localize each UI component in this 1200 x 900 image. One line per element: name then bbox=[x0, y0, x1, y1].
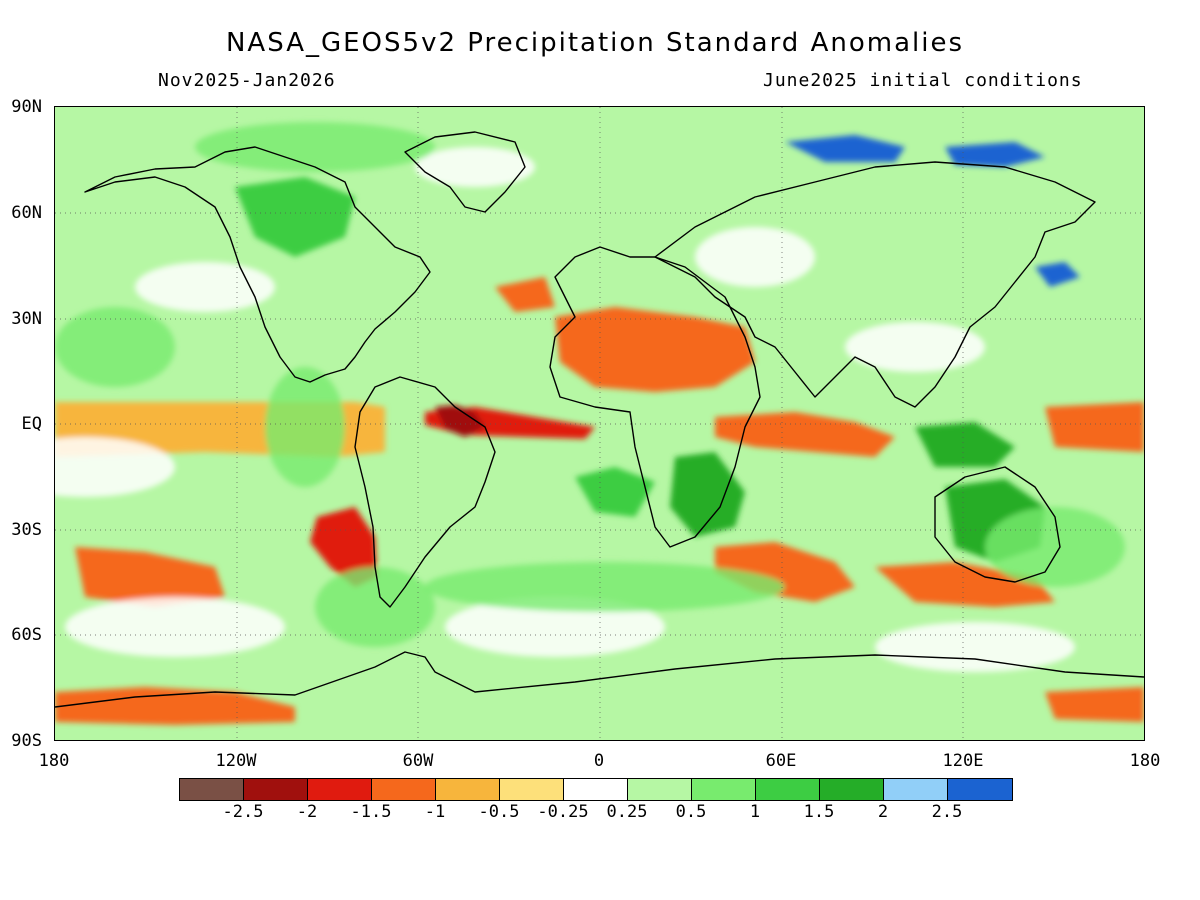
australia-coast bbox=[934, 466, 1061, 583]
anomaly-region-north-brazil-dry bbox=[435, 405, 485, 437]
lat-label-60n: 60N bbox=[11, 203, 42, 223]
anomaly-region-siberia-wet bbox=[945, 142, 1045, 167]
colorbar-swatch bbox=[308, 779, 372, 800]
coastlines bbox=[55, 131, 1144, 708]
anomaly-region-indian-ocean-dry bbox=[1045, 402, 1144, 452]
lat-label-eq: EQ bbox=[21, 414, 42, 434]
colorbar-swatch bbox=[372, 779, 436, 800]
anomaly-region-indian-ocean-dry bbox=[715, 412, 895, 457]
colorbar-swatch bbox=[436, 779, 500, 800]
wet-anomaly-patch bbox=[425, 562, 785, 612]
south-america-coast bbox=[354, 376, 496, 608]
neutral-anomaly-patch bbox=[695, 227, 815, 287]
lon-label-0: 0 bbox=[593, 751, 605, 771]
lat-label-30s: 30S bbox=[11, 520, 42, 540]
lon-label-60w: 60W bbox=[402, 751, 434, 771]
anomaly-region-sahara-dry bbox=[555, 307, 755, 392]
anomaly-region-antarctic-coast-dry bbox=[55, 687, 295, 725]
colorbar-tick-label: -2.5 bbox=[222, 802, 264, 822]
colorbar-swatch bbox=[564, 779, 628, 800]
lon-label-120w: 120W bbox=[215, 751, 257, 771]
asia-coast bbox=[654, 161, 1096, 408]
colorbar-tick-label: 0.25 bbox=[606, 802, 648, 822]
anomaly-region-canada-wet bbox=[235, 177, 355, 257]
anomaly-region-antarctic-coast-dry bbox=[1045, 687, 1144, 722]
colorbar-tick-label: -0.25 bbox=[537, 802, 589, 822]
anomaly-region-sahara-dry bbox=[495, 277, 555, 312]
anomaly-region-southern-ocean-dry bbox=[75, 547, 225, 607]
neutral-anomaly-patch bbox=[65, 597, 285, 657]
colorbar bbox=[179, 778, 1013, 801]
anomaly-region-siberia-wet bbox=[785, 135, 905, 162]
initial-conditions: June2025 initial conditions bbox=[763, 70, 1083, 91]
neutral-anomaly-patch bbox=[55, 437, 175, 497]
anomaly-region-south-africa-wet bbox=[670, 452, 745, 537]
colorbar-tick-label: 2 bbox=[877, 802, 889, 822]
plot-title: NASA_GEOS5v2 Precipitation Standard Anom… bbox=[225, 28, 965, 58]
colorbar-swatch bbox=[244, 779, 308, 800]
colorbar-tick-label: -0.5 bbox=[478, 802, 520, 822]
neutral-anomaly-patch bbox=[445, 597, 665, 657]
north-america-coast bbox=[84, 146, 431, 383]
precipitation-anomaly-map bbox=[54, 106, 1145, 741]
lon-label-60e: 60E bbox=[765, 751, 797, 771]
wet-anomaly-patch bbox=[195, 122, 435, 172]
colorbar-swatch bbox=[692, 779, 756, 800]
lat-label-90s: 90S bbox=[11, 731, 42, 751]
neutral-anomaly-patch bbox=[875, 622, 1075, 672]
colorbar-swatch bbox=[756, 779, 820, 800]
lat-label-90n: 90N bbox=[11, 97, 42, 117]
colorbar-swatch bbox=[628, 779, 692, 800]
colorbar-swatch bbox=[180, 779, 244, 800]
lat-label-60s: 60S bbox=[11, 625, 42, 645]
anomaly-region-argentina-dry bbox=[310, 507, 377, 587]
colorbar-tick-label: 0.5 bbox=[675, 802, 707, 822]
colorbar-tick-label: 1 bbox=[749, 802, 761, 822]
lon-label-180w: 180 bbox=[38, 751, 70, 771]
colorbar-tick-label: -1 bbox=[424, 802, 446, 822]
wet-anomaly-patch bbox=[985, 507, 1125, 587]
colorbar-swatch bbox=[500, 779, 564, 800]
wet-anomaly-patch bbox=[265, 367, 345, 487]
anomaly-region-south-atlantic-wet bbox=[575, 467, 655, 517]
lon-label-180e: 180 bbox=[1129, 751, 1161, 771]
anomaly-region-maritime-continent-wet bbox=[915, 422, 1015, 467]
colorbar-tick-label: 1.5 bbox=[803, 802, 835, 822]
colorbar-tick-label: 2.5 bbox=[931, 802, 963, 822]
europe-africa-coast bbox=[549, 246, 761, 548]
colorbar-swatch bbox=[884, 779, 948, 800]
greenland-coast bbox=[404, 131, 526, 213]
valid-period: Nov2025-Jan2026 bbox=[158, 70, 336, 91]
wet-anomaly-patch bbox=[55, 307, 175, 387]
lat-label-30n: 30N bbox=[11, 309, 42, 329]
colorbar-tick-label: -1.5 bbox=[350, 802, 392, 822]
antarctica-coast bbox=[55, 651, 1144, 708]
neutral-anomaly-patch bbox=[135, 262, 275, 312]
neutral-anomaly-patch bbox=[415, 147, 535, 187]
colorbar-swatch bbox=[948, 779, 1012, 800]
neutral-anomaly-patch bbox=[845, 322, 985, 372]
colorbar-swatch bbox=[820, 779, 884, 800]
lon-label-120e: 120E bbox=[942, 751, 984, 771]
colorbar-tick-label: -2 bbox=[296, 802, 318, 822]
anomaly-region-siberia-wet bbox=[1035, 262, 1080, 287]
